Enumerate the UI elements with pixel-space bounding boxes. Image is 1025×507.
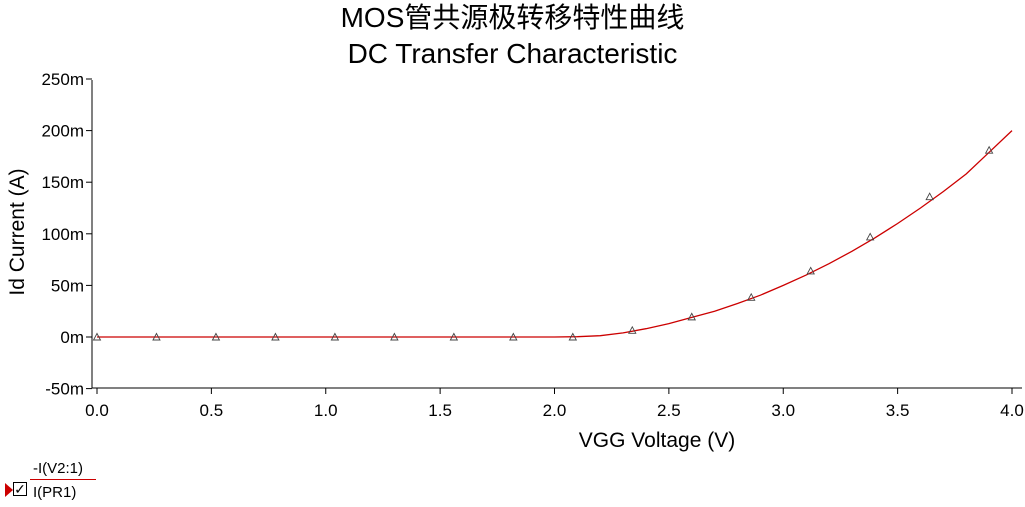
legend-visibility-checkbox[interactable]: ✓ [13,481,27,497]
data-point-marker [152,332,161,341]
x-tick-label: 0.0 [85,401,109,420]
y-tick-label: 0m [60,328,84,347]
legend-series-label: I(PR1) [33,484,77,501]
legend-marker-icon [5,483,13,497]
data-point-marker [390,332,399,341]
x-axis-label: VGG Voltage (V) [579,429,735,452]
chart-subtitle: DC Transfer Characteristic [347,38,678,69]
y-tick-label: -50m [45,380,84,399]
data-point-marker [92,332,102,341]
x-tick-label: 4.0 [1000,401,1024,420]
x-tick-label: 2.5 [657,401,681,420]
legend-divider [30,479,96,480]
data-point-marker [271,332,280,341]
data-point-marker [211,332,221,341]
data-point-marker [687,312,697,321]
data-point-marker [925,192,934,201]
data-point-marker [746,292,756,301]
legend-expression-label: -I(V2:1) [33,460,84,477]
x-tick-label: 1.5 [428,401,452,420]
legend: -I(V2:1) ✓ I(PR1) [0,458,120,506]
y-axis-label: Id Current (A) [6,168,29,295]
data-point-marker [568,332,578,341]
y-tick-label: 250m [41,70,84,89]
y-tick-label: 200m [41,122,84,141]
y-tick-label: 100m [41,225,84,244]
x-tick-label: 0.5 [200,401,224,420]
data-point-marker [509,332,518,341]
x-tick-label: 3.5 [886,401,910,420]
data-point-marker [865,232,875,241]
data-point-marker [806,266,815,275]
data-point-marker [449,332,459,341]
chart-title: MOS管共源极转移特性曲线 [340,2,685,33]
data-point-marker [330,332,340,341]
data-point-marker [984,145,994,154]
x-tick-label: 2.0 [543,401,567,420]
series-line [97,130,1013,338]
x-tick-label: 1.0 [314,401,338,420]
x-tick-label: 3.0 [771,401,795,420]
data-point-marker [628,325,637,334]
y-tick-label: 150m [41,173,84,192]
y-tick-label: 50m [51,276,84,295]
